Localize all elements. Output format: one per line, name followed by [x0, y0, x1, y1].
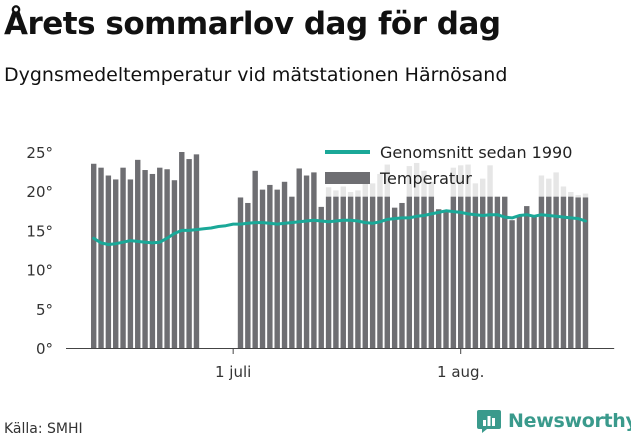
- temperature-bar: [516, 216, 523, 348]
- temperature-bar: [281, 181, 288, 348]
- y-tick-label: 5°: [36, 301, 53, 319]
- temperature-bar: [399, 202, 405, 348]
- temperature-bar: [362, 196, 368, 348]
- temperature-bar: [553, 196, 559, 348]
- brand-logo[interactable]: Newsworthy: [476, 408, 631, 434]
- legend-bar-swatch: [325, 172, 370, 184]
- temperature-bar: [333, 196, 339, 348]
- average-line: [92, 209, 587, 246]
- temperature-bar: [406, 196, 413, 348]
- temperature-bar: [377, 196, 383, 348]
- temperature-bar: [252, 170, 258, 348]
- temperature-bar: [303, 175, 310, 348]
- temperature-bars: [91, 152, 589, 348]
- temperature-bar: [575, 197, 581, 348]
- temperature-bar: [502, 196, 508, 348]
- temperature-bar: [340, 196, 346, 348]
- temperature-bar: [524, 206, 530, 348]
- temperature-bar: [325, 196, 332, 348]
- temperature-bar: [391, 207, 398, 348]
- brand-name: Newsworthy: [508, 410, 631, 432]
- temperature-bar: [289, 196, 295, 348]
- temperature-bar: [443, 210, 449, 348]
- temperature-bar: [450, 196, 457, 348]
- temperature-bar: [318, 206, 324, 348]
- temperature-bar: [384, 196, 390, 348]
- temperature-bar: [157, 167, 163, 348]
- temperature-bar: [509, 220, 515, 348]
- source-note: Källa: SMHI: [4, 421, 83, 437]
- temperature-bar: [531, 216, 537, 348]
- temperature-bar: [105, 175, 112, 348]
- temperature-bar: [311, 172, 317, 348]
- temperature-bar: [413, 196, 420, 348]
- temperature-bar: [245, 202, 251, 348]
- page-title: Årets sommarlov dag för dag: [4, 6, 501, 42]
- temperature-bar: [91, 163, 97, 348]
- temperature-bar: [274, 189, 280, 348]
- x-tick-label: 1 aug.: [437, 363, 484, 381]
- page-subtitle: Dygnsmedeltemperatur vid mätstationen Hä…: [4, 64, 508, 86]
- temperature-bar: [494, 196, 501, 348]
- temperature-bar: [347, 196, 354, 348]
- legend-label: Temperatur: [379, 169, 472, 188]
- temperature-bar: [164, 169, 170, 348]
- average-line-group: [92, 209, 587, 246]
- temperature-bar: [480, 196, 486, 348]
- temperature-bar: [560, 196, 567, 348]
- chat-bubble-bar-chart-icon: [477, 410, 501, 433]
- y-tick-label: 0°: [36, 340, 53, 358]
- temperature-bar: [186, 159, 192, 348]
- temperature-bar: [267, 184, 273, 348]
- temperature-bar: [472, 196, 479, 348]
- temperature-bar: [296, 168, 302, 348]
- temperature-bar: [428, 196, 435, 348]
- temperature-bar: [465, 196, 471, 348]
- temperature-bar: [355, 196, 361, 348]
- temperature-bar: [113, 179, 119, 348]
- temperature-bar: [120, 167, 126, 348]
- temperature-bar: [458, 196, 464, 348]
- temperature-bar: [487, 196, 493, 348]
- temperature-bar: [98, 167, 104, 348]
- temperature-bar: [237, 197, 244, 348]
- temperature-bar: [568, 196, 574, 348]
- temperature-bar: [135, 159, 141, 348]
- temperature-bar: [142, 170, 148, 348]
- temperature-bar: [546, 196, 552, 348]
- temperature-bar: [421, 196, 427, 348]
- temperature-bar: [538, 196, 545, 348]
- temperature-bar: [259, 189, 266, 348]
- y-tick-label: 15°: [26, 222, 53, 240]
- legend: Genomsnitt sedan 1990 Temperatur: [325, 143, 572, 188]
- y-tick-label: 10°: [26, 262, 53, 280]
- y-tick-label: 25°: [26, 144, 53, 162]
- legend-line-swatch: [325, 150, 370, 154]
- temperature-bar: [435, 209, 442, 348]
- legend-label: Genomsnitt sedan 1990: [380, 143, 572, 162]
- temperature-bar: [369, 196, 376, 348]
- axes: 0° 5° 10° 15° 20° 25° 1 juli 1 aug.: [26, 144, 615, 381]
- temperature-bar: [171, 180, 178, 348]
- temperature-bar: [582, 197, 589, 348]
- temperature-bar: [179, 152, 185, 348]
- temperature-bar: [193, 154, 200, 348]
- temperature-bar: [127, 179, 134, 348]
- y-tick-label: 20°: [26, 183, 53, 201]
- temperature-bar: [149, 173, 156, 348]
- x-tick-label: 1 juli: [215, 363, 251, 381]
